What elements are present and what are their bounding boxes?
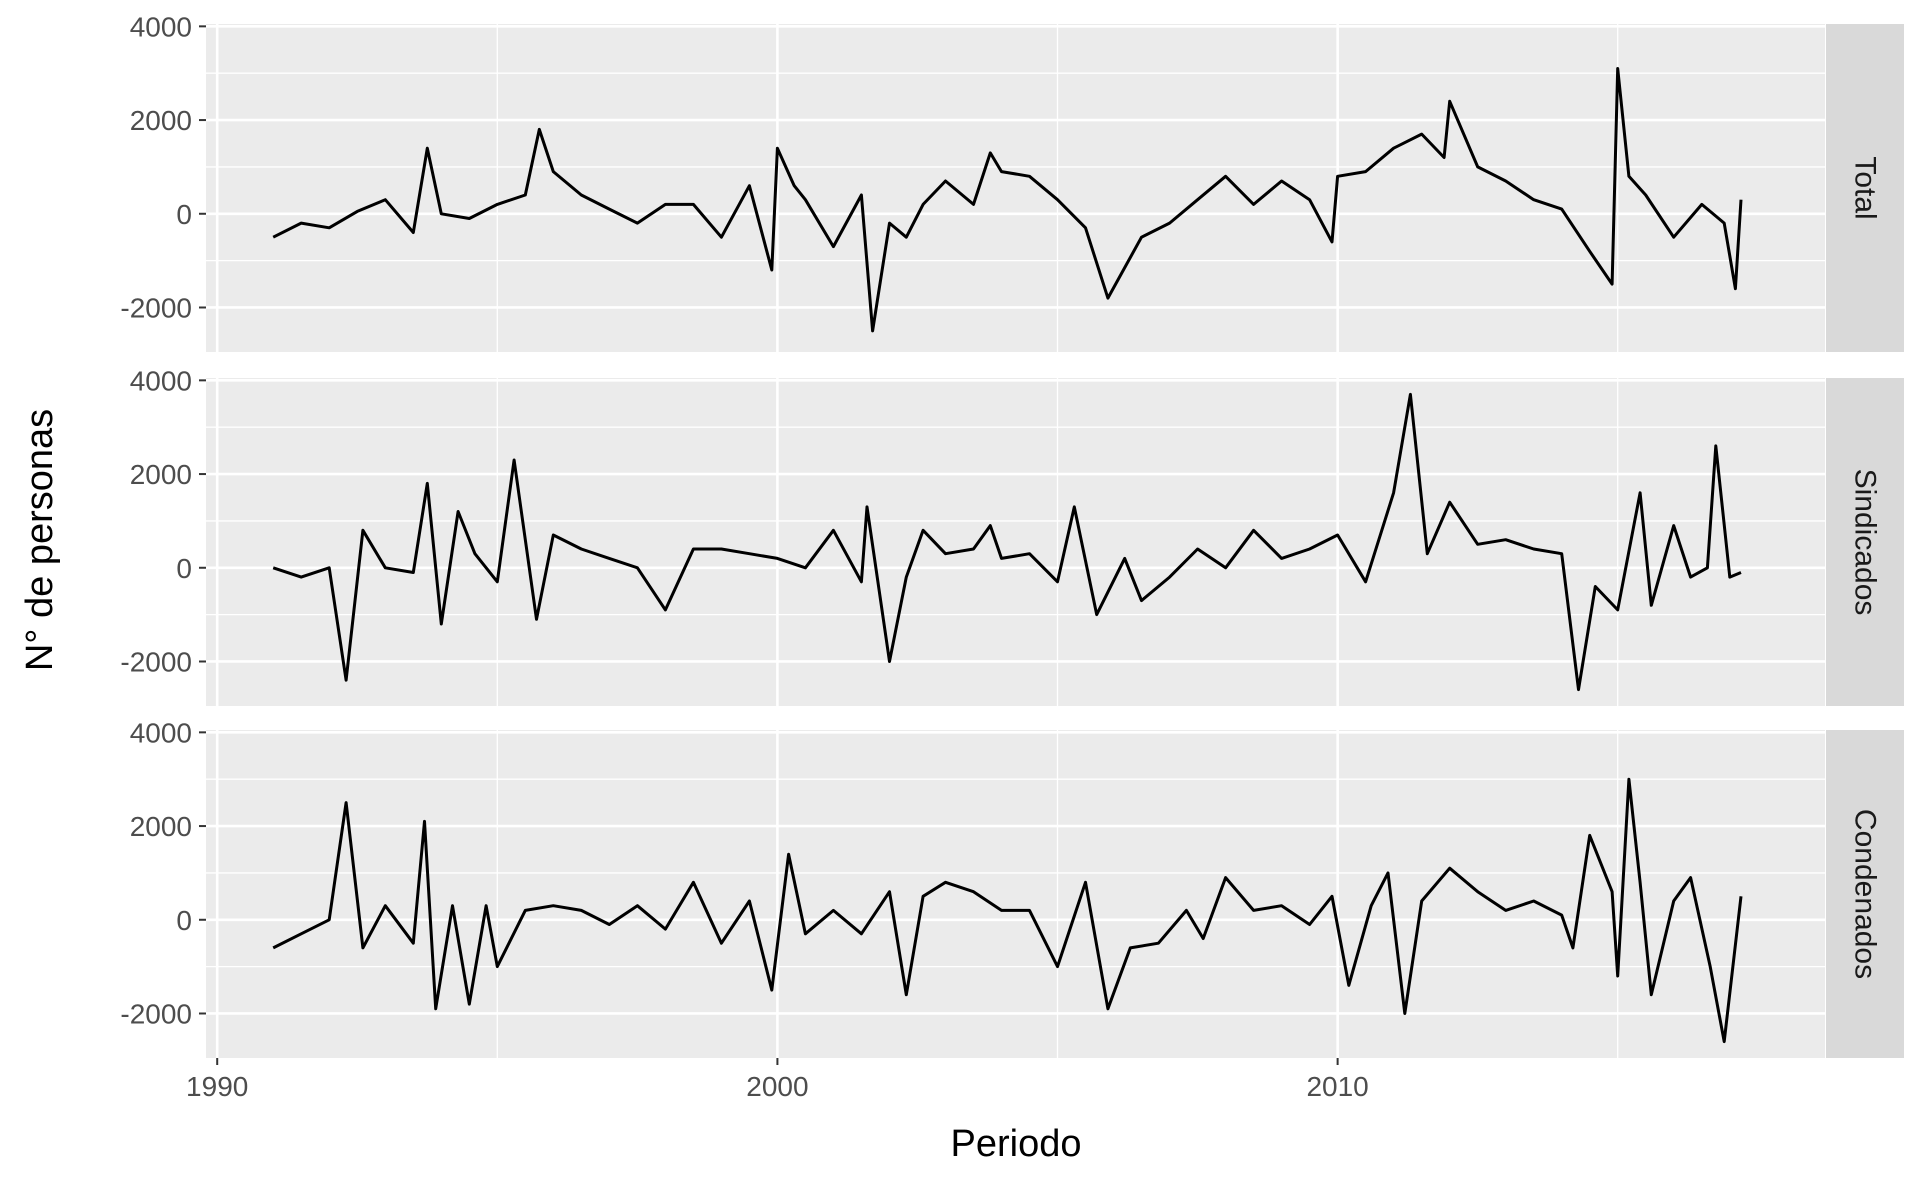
panels: -2000 0 2000 4000 Total -2000 0 2000 4000 Sindica… (120, 11, 1904, 1058)
panel-background (206, 24, 1825, 352)
x-tick-label: 2010 (1306, 1071, 1368, 1102)
x-axis-title: Periodo (951, 1123, 1082, 1165)
panel-background (206, 378, 1825, 706)
y-tick-label: 0 (176, 905, 192, 936)
y-tick-label: 0 (176, 199, 192, 230)
series-line-total (272, 67, 1743, 333)
y-tick-label: -2000 (120, 646, 192, 677)
x-axis: 1990 2000 2010 (186, 1058, 1369, 1102)
y-tick-label: 4000 (130, 11, 192, 42)
x-tick-label: 1990 (186, 1071, 248, 1102)
y-axis-title: N° de personas (19, 409, 61, 671)
facet-strip (1826, 378, 1904, 706)
y-tick-label: 4000 (130, 365, 192, 396)
y-tick-label: -2000 (120, 998, 192, 1029)
y-tick-label: 2000 (130, 459, 192, 490)
panel-condenados: -2000 0 2000 4000 Condenados (120, 717, 1904, 1058)
series-line-condenados (272, 777, 1743, 1044)
facet-strip-label: Sindicados (1849, 469, 1882, 616)
facet-strip (1826, 24, 1904, 352)
x-tick-label: 2000 (746, 1071, 808, 1102)
facet-strip (1826, 730, 1904, 1058)
y-tick-label: -2000 (120, 292, 192, 323)
series-line-sindicados (272, 392, 1742, 692)
panel-total: -2000 0 2000 4000 Total (120, 11, 1904, 352)
y-tick-label: 0 (176, 553, 192, 584)
y-tick-label: 4000 (130, 717, 192, 748)
panel-sindicados: -2000 0 2000 4000 Sindicados (120, 365, 1904, 706)
y-tick-label: 2000 (130, 811, 192, 842)
y-tick-label: 2000 (130, 105, 192, 136)
facet-strip-label: Total (1849, 156, 1882, 219)
facet-strip-label: Condenados (1849, 809, 1882, 979)
panel-background (206, 730, 1825, 1058)
